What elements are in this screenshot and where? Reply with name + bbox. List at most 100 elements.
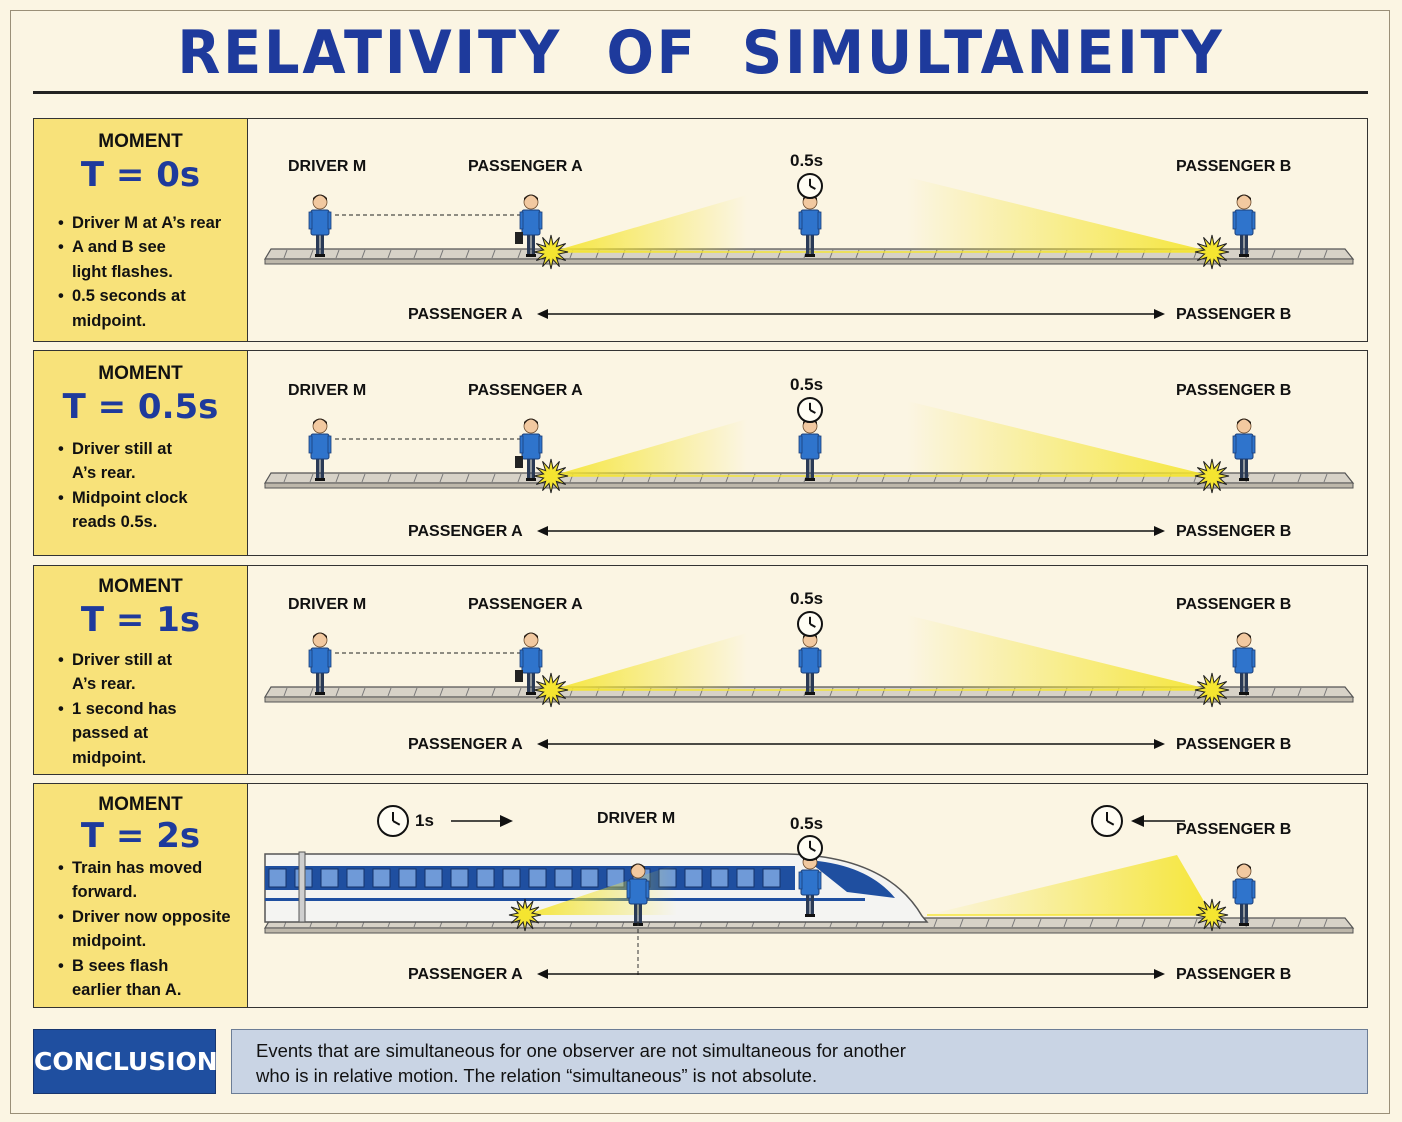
flash-b-icon (1195, 898, 1229, 932)
light-beam-b (907, 177, 1212, 252)
platform-tick (361, 249, 366, 259)
platform-tick (361, 687, 366, 697)
moment-label: MOMENT (98, 794, 183, 815)
passenger-b-label: PASSENGER B (1176, 382, 1292, 399)
arrow-head-left (537, 526, 548, 536)
platform-tick (1323, 249, 1328, 259)
arrow-right-label: PASSENGER B (1176, 306, 1292, 323)
train-window (372, 868, 391, 888)
time-value: T = 1s (80, 600, 201, 640)
passenger-b-label: PASSENGER B (1176, 158, 1292, 175)
platform-tick (1167, 918, 1172, 928)
light-beam-b (907, 401, 1212, 476)
passenger-b-figure (1232, 418, 1256, 481)
clock-reading-label: 0.5s (790, 151, 824, 170)
train-window (710, 868, 729, 888)
clock-icon (797, 611, 823, 637)
title-rule (33, 91, 1368, 94)
arrow-head-left (537, 739, 548, 749)
platform-tick (1271, 473, 1276, 483)
bullet-list: Train has moved forward. Driver now oppo… (58, 856, 237, 1002)
bag-icon (515, 232, 523, 244)
passenger-a-figure (519, 194, 543, 257)
train-window (424, 868, 443, 888)
platform-tick (491, 687, 496, 697)
train-window (450, 868, 469, 888)
clock-left-label: 1s (415, 811, 434, 830)
arrow-head-right (1154, 309, 1165, 319)
clock-icon (797, 397, 823, 423)
flash-b-icon (1194, 672, 1230, 708)
arrow-right-label: PASSENGER B (1176, 736, 1292, 753)
page-frame (10, 10, 1390, 1114)
clock-icon (797, 835, 823, 861)
platform-tick (465, 687, 470, 697)
moment-label: MOMENT (98, 131, 183, 152)
midpoint-observer-figure (798, 194, 822, 257)
platform-tick (1271, 249, 1276, 259)
platform-tick (387, 473, 392, 483)
train-window (684, 868, 703, 888)
platform-tick (985, 918, 990, 928)
moment-label: MOMENT (98, 576, 183, 597)
passenger-a-label: PASSENGER A (468, 596, 583, 613)
platform-tick (1115, 918, 1120, 928)
platform-tick (1089, 918, 1094, 928)
light-beam-b (907, 615, 1212, 690)
platform-tick (491, 473, 496, 483)
light-beam-a (551, 195, 747, 252)
train-window (320, 868, 339, 888)
passenger-b-label: PASSENGER B (1176, 596, 1292, 613)
platform-tick (283, 473, 288, 483)
platform-tick (1141, 918, 1146, 928)
driver-m-figure (308, 632, 332, 695)
platform-tick (1297, 249, 1302, 259)
platform-tick (413, 687, 418, 697)
platform-tick (1297, 918, 1302, 928)
clock-reading-label: 0.5s (790, 814, 824, 833)
light-beam-a (551, 419, 747, 476)
arrow-head-right (1154, 969, 1165, 979)
bullet: Driver M at A’s rear (58, 211, 221, 236)
clock-reading-label: 0.5s (790, 375, 824, 394)
bag-icon (515, 670, 523, 682)
passenger-b-figure (1232, 194, 1256, 257)
platform-tick (309, 687, 314, 697)
train-window (476, 868, 495, 888)
clock-left-icon (377, 805, 409, 837)
panel-t1-sidebar: MOMENT T = 1s Driver still at A’s rear. … (34, 566, 248, 774)
platform-tick (959, 918, 964, 928)
light-beam-b (927, 855, 1212, 915)
driver-m-label: DRIVER M (597, 810, 676, 827)
platform-tick (1323, 473, 1328, 483)
bag-icon (515, 456, 523, 468)
driver-m-figure (308, 194, 332, 257)
arrow-left-label: PASSENGER A (408, 523, 523, 540)
panel-t0-5: MOMENT T = 0.5s Driver still at A’s rear… (33, 350, 1368, 556)
driver-m-label: DRIVER M (288, 596, 367, 613)
midpoint-observer-figure (798, 632, 822, 695)
arrow-right-label: PASSENGER B (1176, 523, 1292, 540)
platform-tick (517, 249, 522, 259)
platform-tick (491, 249, 496, 259)
platform-edge (264, 696, 1354, 703)
passenger-a-label: PASSENGER A (468, 158, 583, 175)
platform-tick (1323, 687, 1328, 697)
train-window (736, 868, 755, 888)
platform-tick (413, 473, 418, 483)
arrow-left-label: PASSENGER A (408, 736, 523, 753)
platform-tick (1323, 918, 1328, 928)
train-window (554, 868, 573, 888)
flash-b-icon (1194, 458, 1230, 494)
platform-tick (335, 249, 340, 259)
platform-tick (1271, 687, 1276, 697)
conclusion-box: Events that are simultaneous for one obs… (231, 1029, 1368, 1094)
driver-m-figure (308, 418, 332, 481)
panel-t0-sidebar: MOMENT T = 0s Driver M at A’s rear A and… (34, 119, 248, 341)
light-beam-a (551, 633, 747, 690)
clock-reading-label: 0.5s (790, 589, 824, 608)
arrow-left-label: PASSENGER A (408, 966, 523, 983)
clock-icon (797, 173, 823, 199)
conclusion-line-2: who is in relative motion. The relation … (256, 1065, 818, 1086)
train-window (346, 868, 365, 888)
